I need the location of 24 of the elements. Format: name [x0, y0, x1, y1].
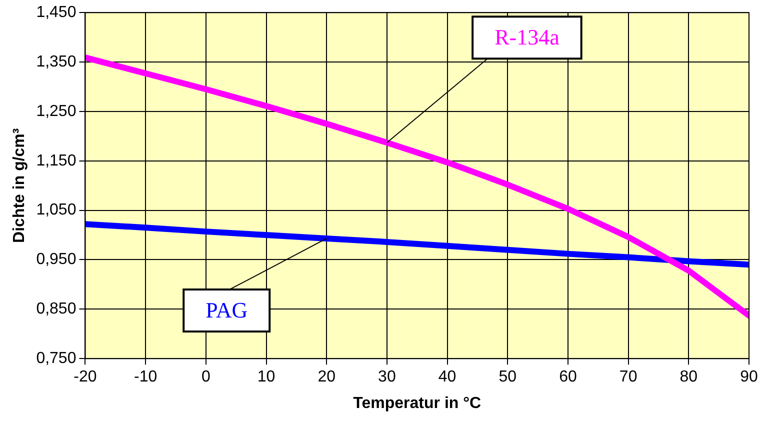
x-tick-label: 10 [257, 368, 276, 386]
x-tick-label: 20 [318, 368, 336, 386]
x-tick-label: 0 [201, 368, 210, 386]
y-tick-label: 1,150 [36, 152, 76, 170]
y-tick-label: 0,950 [36, 251, 76, 268]
x-tick-label: -10 [134, 368, 158, 386]
y-tick-label: 1,050 [36, 202, 76, 219]
x-tick-label: 30 [378, 368, 396, 386]
x-tick-label: -20 [74, 368, 97, 386]
text: PAG [206, 297, 248, 322]
text: R-134a [494, 24, 560, 50]
x-tick-label: 70 [619, 368, 638, 386]
x-tick-label: 90 [740, 368, 758, 386]
x-tick-label: 60 [559, 368, 577, 386]
x-tick-label: 80 [680, 368, 698, 386]
y-tick-label: 1,450 [36, 4, 76, 22]
y-tick-label: 1,350 [36, 53, 76, 70]
x-tick-label: 50 [498, 368, 517, 386]
x-axis-title: Temperatur in °C [353, 394, 482, 412]
y-tick-label: 1,250 [36, 102, 76, 120]
y-tick-label: 0,850 [36, 300, 76, 318]
x-tick-label: 40 [438, 368, 456, 386]
y-axis-title: Dichte in g/cm³ [11, 128, 28, 243]
y-tick-label: 0,750 [36, 350, 76, 368]
